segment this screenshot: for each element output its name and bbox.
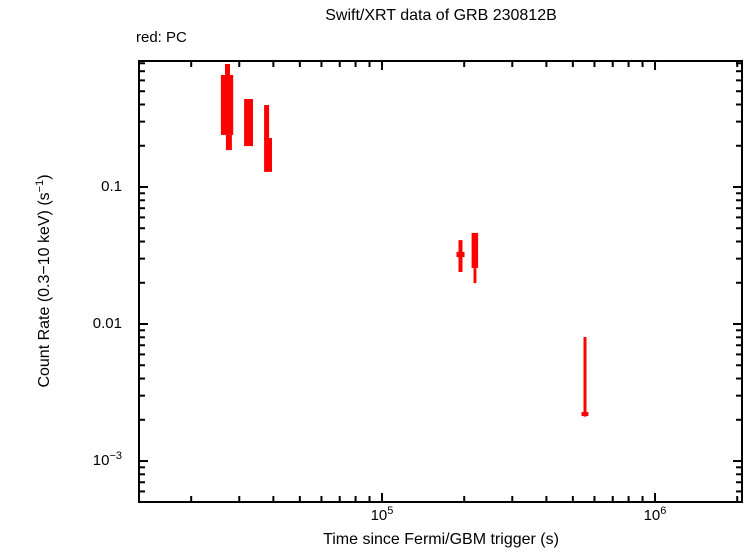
y-tick-label: 10−3 [56,450,122,471]
x-tick-label: 105 [350,505,414,526]
data-point-error-bar [581,412,589,416]
x-tick-label-base: 10 [370,507,388,524]
legend-mode-label: red: PC [136,29,187,46]
x-tick-label: 106 [623,505,687,526]
data-point-error-bar [220,75,234,135]
data-point-error-bar [225,64,230,75]
data-point-error-bar [264,138,272,172]
plot-frame [138,60,743,503]
data-point-error-bar [225,134,232,151]
x-tick-label-base: 10 [643,507,661,524]
x-tick-label-exponent: 5 [387,505,394,517]
x-tick-label-exponent: 6 [660,505,667,517]
y-tick-label: 0.01 [92,315,122,332]
y-axis-label: Count Rate (0.3−10 keV) (s−1) [34,174,54,388]
y-tick-label-base: 10 [92,452,110,469]
chart-title: Swift/XRT data of GRB 230812B [325,7,557,24]
data-point-error-bar [264,105,270,141]
y-tick-label-exponent: −3 [109,450,122,462]
x-axis-label: Time since Fermi/GBM trigger (s) [323,531,559,548]
data-point-error-bar [471,232,479,268]
data-point-error-bar [473,268,477,284]
data-point-error-bar [583,337,587,417]
data-point-error-bar [244,99,253,147]
y-tick-label: 0.1 [101,178,122,195]
y-axis-label-text: Count Rate (0.3−10 keV) (s [36,192,53,388]
data-point-error-bar [456,251,465,258]
y-axis-label-exponent: −1 [34,179,46,193]
